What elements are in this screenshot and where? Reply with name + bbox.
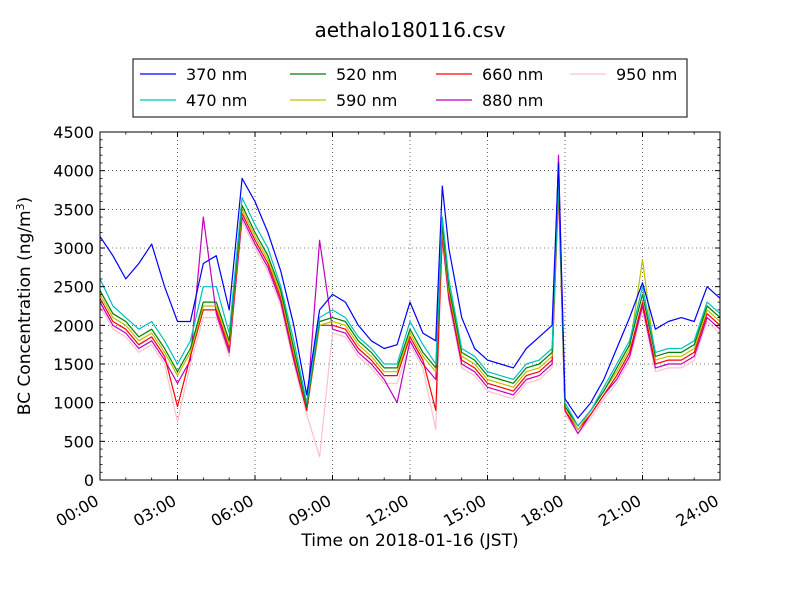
x-tick-label: 06:00 [208,491,257,531]
y-tick-label: 4000 [53,162,94,181]
y-tick-label: 3000 [53,239,94,258]
y-tick-label: 500 [63,432,94,451]
y-tick-label: 2000 [53,316,94,335]
y-tick-labels: 0 500 1000 1500 2000 2500 3000 3500 4000 4500 [53,123,94,490]
legend-label: 880 nm [482,91,543,110]
y-tick-label: 1500 [53,355,94,374]
series-line-880-nm [100,154,720,435]
y-axis-label-tail: ) [15,197,35,204]
y-tick-label: 0 [84,471,94,490]
legend-label: 660 nm [482,65,543,84]
series-line-370-nm [100,162,720,419]
y-axis-label: BC Concentration (ng/m3) [14,197,35,415]
x-axis-label: Time on 2018-01-16 (JST) [300,531,518,551]
y-tick-label: 4500 [53,123,94,142]
legend-label: 950 nm [616,65,677,84]
y-tick-label: 2500 [53,278,94,297]
x-tick-label: 24:00 [673,491,722,531]
y-axis-label-sup: 3 [14,203,27,210]
y-tick-label: 1000 [53,394,94,413]
plot-frame [99,131,721,481]
x-tick-label: 21:00 [595,491,644,531]
legend-label: 370 nm [186,65,247,84]
series-line-520-nm [100,181,720,427]
legend-box [132,58,688,118]
legend: 370 nm 470 nm 520 nm 590 nm 660 nm 880 nm 950 … [132,58,688,118]
series-lines [100,154,720,458]
y-axis-label-main: BC Concentration (ng/m [15,210,35,415]
x-tick-label: 12:00 [363,491,412,531]
x-tick-label: 03:00 [130,491,179,531]
legend-label: 520 nm [336,65,397,84]
legend-label: 590 nm [336,91,397,110]
x-tick-label: 15:00 [440,491,489,531]
series-line-950-nm [100,193,720,458]
series-line-470-nm [100,177,720,427]
x-tick-label: 09:00 [285,491,334,531]
legend-label: 470 nm [186,91,247,110]
series-line-660-nm [100,189,720,431]
series-line-590-nm [100,185,720,431]
y-tick-label: 3500 [53,200,94,219]
x-tick-labels: 00:00 03:00 06:00 09:00 12:00 15:00 18:00 21:00… [53,491,722,531]
chart-title: aethalo180116.csv [314,18,505,42]
x-tick-label: 00:00 [53,491,102,531]
x-tick-label: 18:00 [518,491,567,531]
